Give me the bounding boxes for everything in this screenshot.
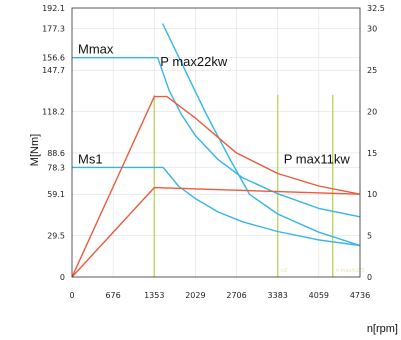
- y2-tick-label: 5: [367, 232, 372, 241]
- x-tick-label: 4736: [350, 291, 370, 300]
- y2-tick-label: 25: [367, 66, 377, 75]
- x-axis-title: n[rpm]: [367, 323, 398, 335]
- series-line: [161, 23, 361, 247]
- y2-tick-label: 32.5: [367, 4, 385, 13]
- x-tick-label: 2706: [226, 291, 246, 300]
- marker-lines: n2 n max/n2/3: [153, 94, 365, 277]
- x-tick-label: 2029: [185, 291, 205, 300]
- grid: [71, 7, 361, 278]
- y-axis-title: M[Nm]: [29, 134, 41, 166]
- annotation-label: Ms1: [78, 151, 103, 166]
- y2-tick-label: 10: [367, 190, 377, 199]
- series-lines: [71, 23, 361, 278]
- marker-label: n2: [281, 268, 287, 274]
- marker-label: n max/n2/3: [336, 268, 365, 274]
- x-tick-label: 676: [105, 291, 120, 300]
- annotation-label: P max22kw: [160, 54, 228, 69]
- series-line: [72, 57, 361, 218]
- y-tick-label: 0: [60, 273, 65, 282]
- tick-labels: 0 676 1353 2029 2706 3383 4059 4736 0 29.5 59.1 78.…: [42, 4, 385, 300]
- y2-tick-label: 20: [367, 107, 377, 116]
- y-tick-label: 118.2: [42, 107, 65, 116]
- y-tick-label: 78.3: [47, 163, 65, 172]
- x-tick-label: 4059: [309, 291, 329, 300]
- y2-tick-label: 15: [367, 149, 377, 158]
- annotation-label: P max11kw: [284, 151, 351, 166]
- y-tick-label: 29.5: [47, 232, 65, 241]
- y-tick-label: 59.1: [47, 190, 65, 199]
- series-line: [72, 166, 361, 247]
- y2-tick-label: 0: [367, 273, 372, 282]
- annotations: Mmax P max22kw Ms1 P max11kw: [78, 42, 350, 167]
- x-tick-label: 0: [69, 291, 74, 300]
- annotation-label: Mmax: [78, 42, 114, 57]
- y-tick-label: 88.6: [47, 149, 65, 158]
- y-tick-label: 147.7: [42, 66, 65, 75]
- y-tick-label: 177.3: [42, 25, 65, 34]
- x-tick-label: 1353: [144, 291, 164, 300]
- x-tick-label: 3383: [268, 291, 288, 300]
- y2-tick-label: 30: [367, 25, 377, 34]
- plot-frame: [71, 7, 361, 278]
- y-tick-label: 156.6: [42, 54, 65, 63]
- y-tick-label: 192.1: [42, 4, 65, 13]
- series-line: [71, 95, 361, 278]
- series-line: [71, 186, 361, 278]
